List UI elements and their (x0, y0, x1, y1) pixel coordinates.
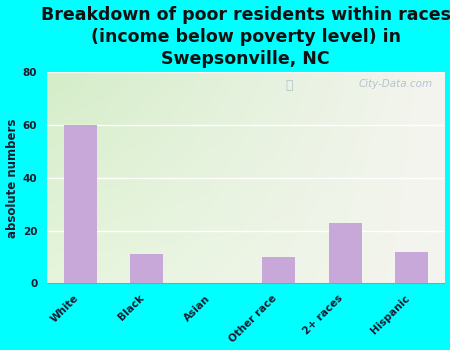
Bar (262, 257, 296, 284)
Text: Ⓜ: Ⓜ (285, 79, 293, 92)
Bar (395, 252, 428, 284)
Bar (130, 254, 163, 284)
Bar (328, 223, 362, 284)
Title: Breakdown of poor residents within races
(income below poverty level) in
Swepson: Breakdown of poor residents within races… (41, 6, 450, 68)
Y-axis label: absolute numbers: absolute numbers (5, 118, 18, 238)
Text: City-Data.com: City-Data.com (358, 79, 432, 89)
Bar (63, 125, 97, 284)
